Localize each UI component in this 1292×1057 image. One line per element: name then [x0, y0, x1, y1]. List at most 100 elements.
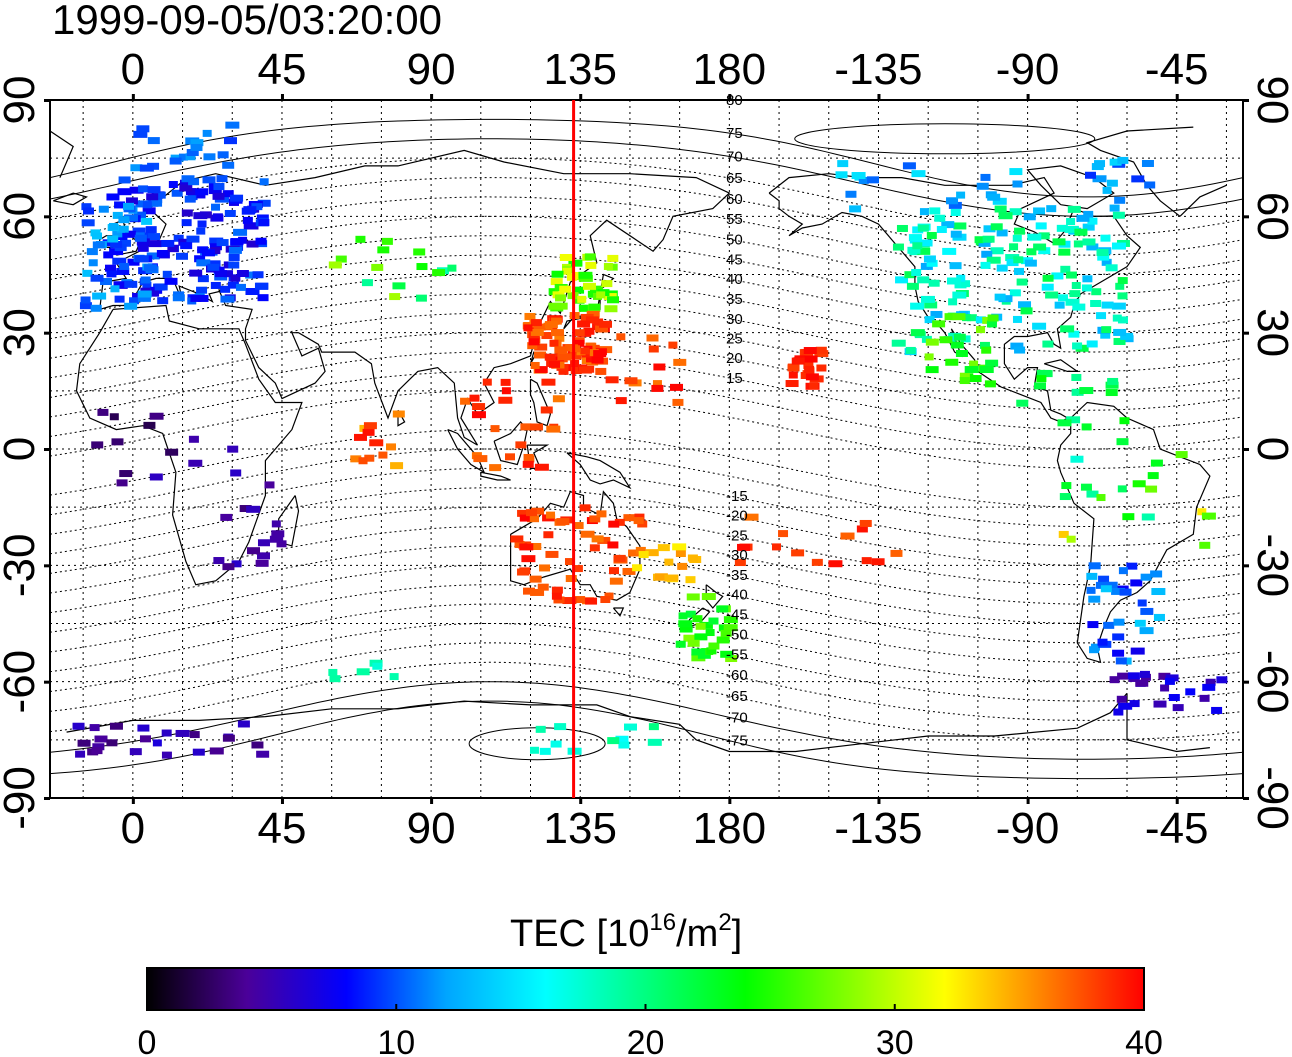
- tec-point: [654, 573, 668, 581]
- tec-point: [1199, 541, 1211, 549]
- tec-point: [1100, 585, 1112, 593]
- tec-point: [685, 576, 696, 584]
- tec-point: [1042, 340, 1054, 348]
- tec-point: [905, 346, 916, 354]
- tec-point: [134, 234, 147, 242]
- tec-point: [522, 460, 534, 468]
- tec-point: [1086, 572, 1098, 580]
- tec-point: [983, 225, 996, 233]
- tec-point: [118, 216, 130, 224]
- lat-label-left: 30: [0, 308, 44, 357]
- tec-point: [1150, 570, 1163, 578]
- tec-point: [89, 724, 100, 732]
- lat-labels-left: 90 60 30 0 -30 -60 -90: [0, 76, 44, 830]
- tec-point: [356, 668, 370, 676]
- tec-point: [788, 371, 798, 379]
- tec-point: [664, 574, 679, 582]
- tec-point: [88, 259, 98, 267]
- tec-point: [1054, 301, 1065, 309]
- tec-point: [678, 612, 688, 620]
- tec-point: [389, 673, 399, 681]
- tec-point: [942, 247, 957, 255]
- tec-point: [791, 357, 805, 365]
- tec-point: [1009, 168, 1023, 176]
- lat-label-left: 60: [0, 192, 44, 241]
- tec-point: [202, 176, 216, 184]
- tec-point: [112, 230, 123, 238]
- coast-south-america: [1056, 401, 1211, 664]
- tec-point: [580, 347, 590, 355]
- map-panel: 8075706560555045403530252015-15-20-25-30…: [0, 45, 1292, 853]
- contour-mlat: [50, 700, 1243, 780]
- tec-point: [974, 236, 984, 244]
- tec-point: [685, 610, 696, 618]
- tec-point: [75, 750, 86, 758]
- contour-label: 25: [726, 331, 743, 348]
- tec-point: [672, 398, 684, 406]
- tec-point: [587, 290, 598, 298]
- tec-point: [1112, 633, 1125, 641]
- tec-point: [533, 323, 546, 331]
- tec-point: [1066, 535, 1076, 543]
- tec-point: [517, 568, 530, 576]
- tec-point: [980, 173, 991, 181]
- tec-point: [1175, 451, 1188, 459]
- tec-point: [1130, 647, 1145, 655]
- tec-point: [1100, 234, 1111, 242]
- tec-point: [525, 509, 537, 517]
- tec-point: [415, 294, 427, 302]
- tec-point: [1216, 676, 1228, 684]
- tec-point: [1009, 243, 1019, 251]
- tec-point: [1112, 211, 1125, 219]
- tec-point: [1205, 678, 1216, 686]
- tec-point: [142, 207, 156, 215]
- tec-point: [151, 199, 163, 207]
- tec-point: [1082, 223, 1095, 231]
- tec-point: [227, 281, 239, 289]
- tec-point: [645, 549, 659, 557]
- tec-point: [140, 276, 151, 284]
- colorbar-tick-label: 40: [1125, 1024, 1163, 1057]
- tec-point: [582, 282, 596, 290]
- tec-point: [276, 540, 287, 548]
- tec-point: [1172, 704, 1184, 712]
- tec-point: [550, 740, 562, 748]
- tec-point: [192, 748, 205, 756]
- tec-point: [859, 519, 872, 527]
- tec-point: [1113, 708, 1124, 716]
- contour-label: -25: [726, 527, 748, 544]
- tec-point: [1140, 573, 1152, 581]
- tec-point: [251, 203, 263, 211]
- tec-point: [924, 353, 934, 361]
- contour-mlat: [50, 138, 1243, 217]
- lon-label-bottom: 135: [544, 804, 617, 853]
- tec-point: [565, 575, 577, 583]
- tec-point: [490, 425, 500, 433]
- tec-point: [222, 734, 235, 742]
- tec-point: [202, 129, 212, 137]
- tec-point: [925, 366, 939, 374]
- tec-point: [572, 286, 585, 294]
- lat-label-right: -90: [1248, 766, 1292, 830]
- tec-point: [996, 264, 1008, 272]
- tec-point: [77, 739, 91, 747]
- tec-point: [978, 239, 991, 247]
- tec-point: [1088, 595, 1101, 603]
- lon-label-bottom: -45: [1145, 804, 1209, 853]
- tec-point: [552, 395, 565, 403]
- tec-point: [716, 605, 729, 613]
- tec-point: [197, 294, 209, 302]
- tec-point: [1091, 163, 1104, 171]
- tec-point: [222, 161, 235, 169]
- tec-point: [961, 280, 971, 288]
- tec-point: [258, 219, 270, 227]
- tick-right: [1243, 331, 1249, 335]
- tec-point: [1009, 208, 1022, 216]
- tec-point: [849, 205, 862, 213]
- tec-point: [1005, 254, 1020, 262]
- tec-point: [912, 242, 923, 250]
- tec-point: [353, 433, 367, 441]
- contour-label: -55: [726, 647, 748, 664]
- tec-point: [924, 301, 938, 309]
- tec-point: [932, 320, 946, 328]
